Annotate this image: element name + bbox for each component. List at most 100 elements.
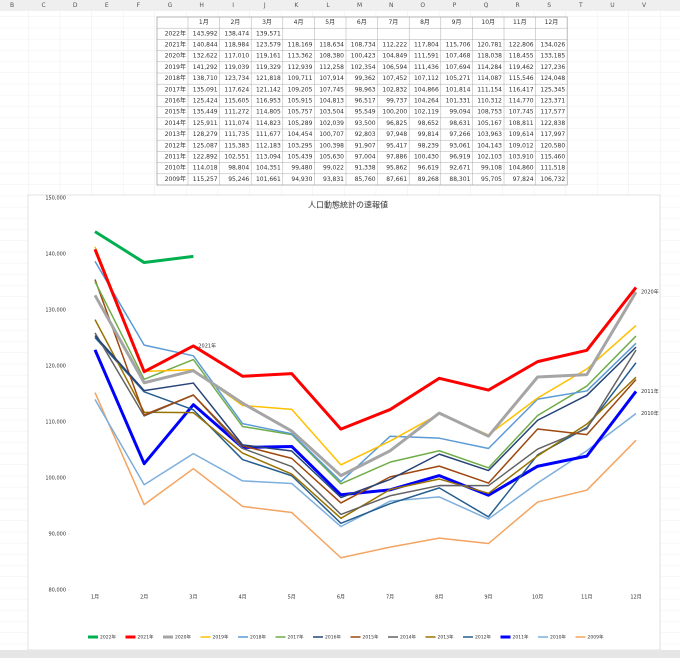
table-cell: 104,454	[288, 131, 313, 138]
table-cell: 135,449	[193, 109, 218, 116]
table-cell: 99,094	[449, 109, 470, 116]
annotation: 2011年	[641, 388, 659, 395]
series-line	[94, 319, 637, 520]
table-cell: 122,806	[509, 42, 534, 49]
table-cell: 100,430	[414, 154, 439, 161]
series-line	[94, 392, 637, 559]
table-cell: 116,953	[256, 98, 281, 105]
table-row-label: 2017年	[165, 85, 186, 93]
table-cell: 112,183	[256, 142, 281, 149]
table-cell: 114,018	[193, 165, 218, 172]
table-cell: 115,383	[224, 142, 249, 149]
table-cell: 125,424	[193, 98, 218, 105]
table-row-label: 2016年	[165, 97, 186, 105]
table-cell: 95,705	[481, 176, 502, 183]
table-bg	[156, 16, 568, 186]
series-line	[93, 248, 638, 431]
x-tick-label: 7月	[386, 595, 394, 601]
y-tick-label: 130,000	[45, 308, 66, 314]
x-tick-label: 2月	[140, 595, 148, 601]
table-cell: 107,745	[509, 109, 534, 116]
table-cell: 111,591	[414, 53, 439, 60]
table-cell: 107,468	[446, 53, 471, 60]
legend-label: 2018年	[250, 634, 266, 641]
table-row-label: 2010年	[165, 164, 186, 172]
table-cell: 111,154	[477, 86, 502, 93]
series-line	[94, 260, 637, 483]
x-tick-label: 4月	[238, 595, 246, 601]
table-header: 6月	[357, 19, 367, 26]
table-cell: 115,605	[224, 98, 249, 105]
column-letter: Q	[484, 2, 489, 9]
table-header: 7月	[388, 19, 398, 26]
table-cell: 109,711	[288, 75, 313, 82]
table-cell: 107,452	[382, 75, 407, 82]
table-cell: 109,614	[509, 131, 534, 138]
table-cell: 115,546	[509, 75, 534, 82]
x-tick-label: 5月	[288, 595, 296, 601]
legend-label: 2014年	[400, 634, 416, 641]
table-cell: 102,119	[414, 109, 439, 116]
column-letter: J	[263, 2, 266, 9]
table-row-label: 2013年	[165, 130, 186, 138]
table-cell: 111,518	[540, 165, 565, 172]
x-tick-label: 3月	[189, 595, 197, 601]
table-cell: 123,734	[224, 75, 249, 82]
table-cell: 101,331	[446, 98, 471, 105]
table-row-label: 2012年	[165, 141, 186, 149]
table-cell: 119,462	[509, 64, 534, 71]
table-cell: 96,619	[418, 165, 439, 172]
legend-label: 2019年	[213, 634, 229, 641]
table-cell: 139,571	[256, 30, 281, 37]
table-cell: 96,517	[355, 98, 376, 105]
table-cell: 92,671	[449, 165, 470, 172]
table-cell: 96,919	[449, 154, 470, 161]
table-header: 1月	[199, 19, 209, 26]
table-cell: 143,992	[193, 30, 218, 37]
table-cell: 107,694	[446, 64, 471, 71]
table-cell: 105,439	[288, 154, 313, 161]
column-letter: G	[168, 2, 173, 9]
legend-label: 2022年	[100, 634, 116, 641]
table-cell: 114,823	[256, 120, 281, 127]
column-letter: L	[326, 2, 330, 9]
table-cell: 118,634	[319, 42, 344, 49]
table-cell: 95,246	[228, 176, 249, 183]
table-cell: 108,380	[319, 53, 344, 60]
table-cell: 132,622	[193, 53, 218, 60]
table-cell: 97,886	[386, 154, 407, 161]
table-cell: 99,362	[355, 75, 376, 82]
table-row-label: 2022年	[165, 29, 186, 37]
x-tick-label: 12月	[630, 595, 641, 601]
table-row-label: 2018年	[165, 74, 186, 82]
table-cell: 102,103	[477, 154, 502, 161]
table-cell: 100,707	[319, 131, 344, 138]
table-cell: 91,907	[355, 142, 376, 149]
table-cell: 112,222	[382, 42, 407, 49]
legend-label: 2016年	[325, 634, 341, 641]
table-cell: 94,930	[291, 176, 312, 183]
table-cell: 124,048	[540, 75, 565, 82]
table-cell: 104,849	[382, 53, 407, 60]
table-cell: 125,087	[193, 142, 218, 149]
x-tick-label: 11月	[581, 595, 592, 601]
table-cell: 104,351	[256, 165, 281, 172]
table-cell: 102,551	[224, 154, 249, 161]
table-cell: 112,258	[319, 64, 344, 71]
table-cell: 120,580	[540, 142, 565, 149]
table-cell: 106,594	[382, 64, 407, 71]
table-cell: 111,735	[224, 131, 249, 138]
table-cell: 93,061	[449, 142, 470, 149]
table-cell: 99,108	[481, 165, 502, 172]
table-cell: 105,271	[446, 75, 471, 82]
annotation: 2021年	[198, 342, 216, 349]
table-cell: 100,423	[351, 53, 376, 60]
table-cell: 111,272	[224, 109, 249, 116]
y-tick-label: 140,000	[45, 252, 66, 258]
table-row-label: 2019年	[165, 63, 186, 71]
table-cell: 109,012	[509, 142, 534, 149]
y-tick-label: 80,000	[49, 588, 67, 594]
table-cell: 104,143	[477, 142, 502, 149]
chart-title: 人口動態統計の速報値	[308, 200, 388, 210]
